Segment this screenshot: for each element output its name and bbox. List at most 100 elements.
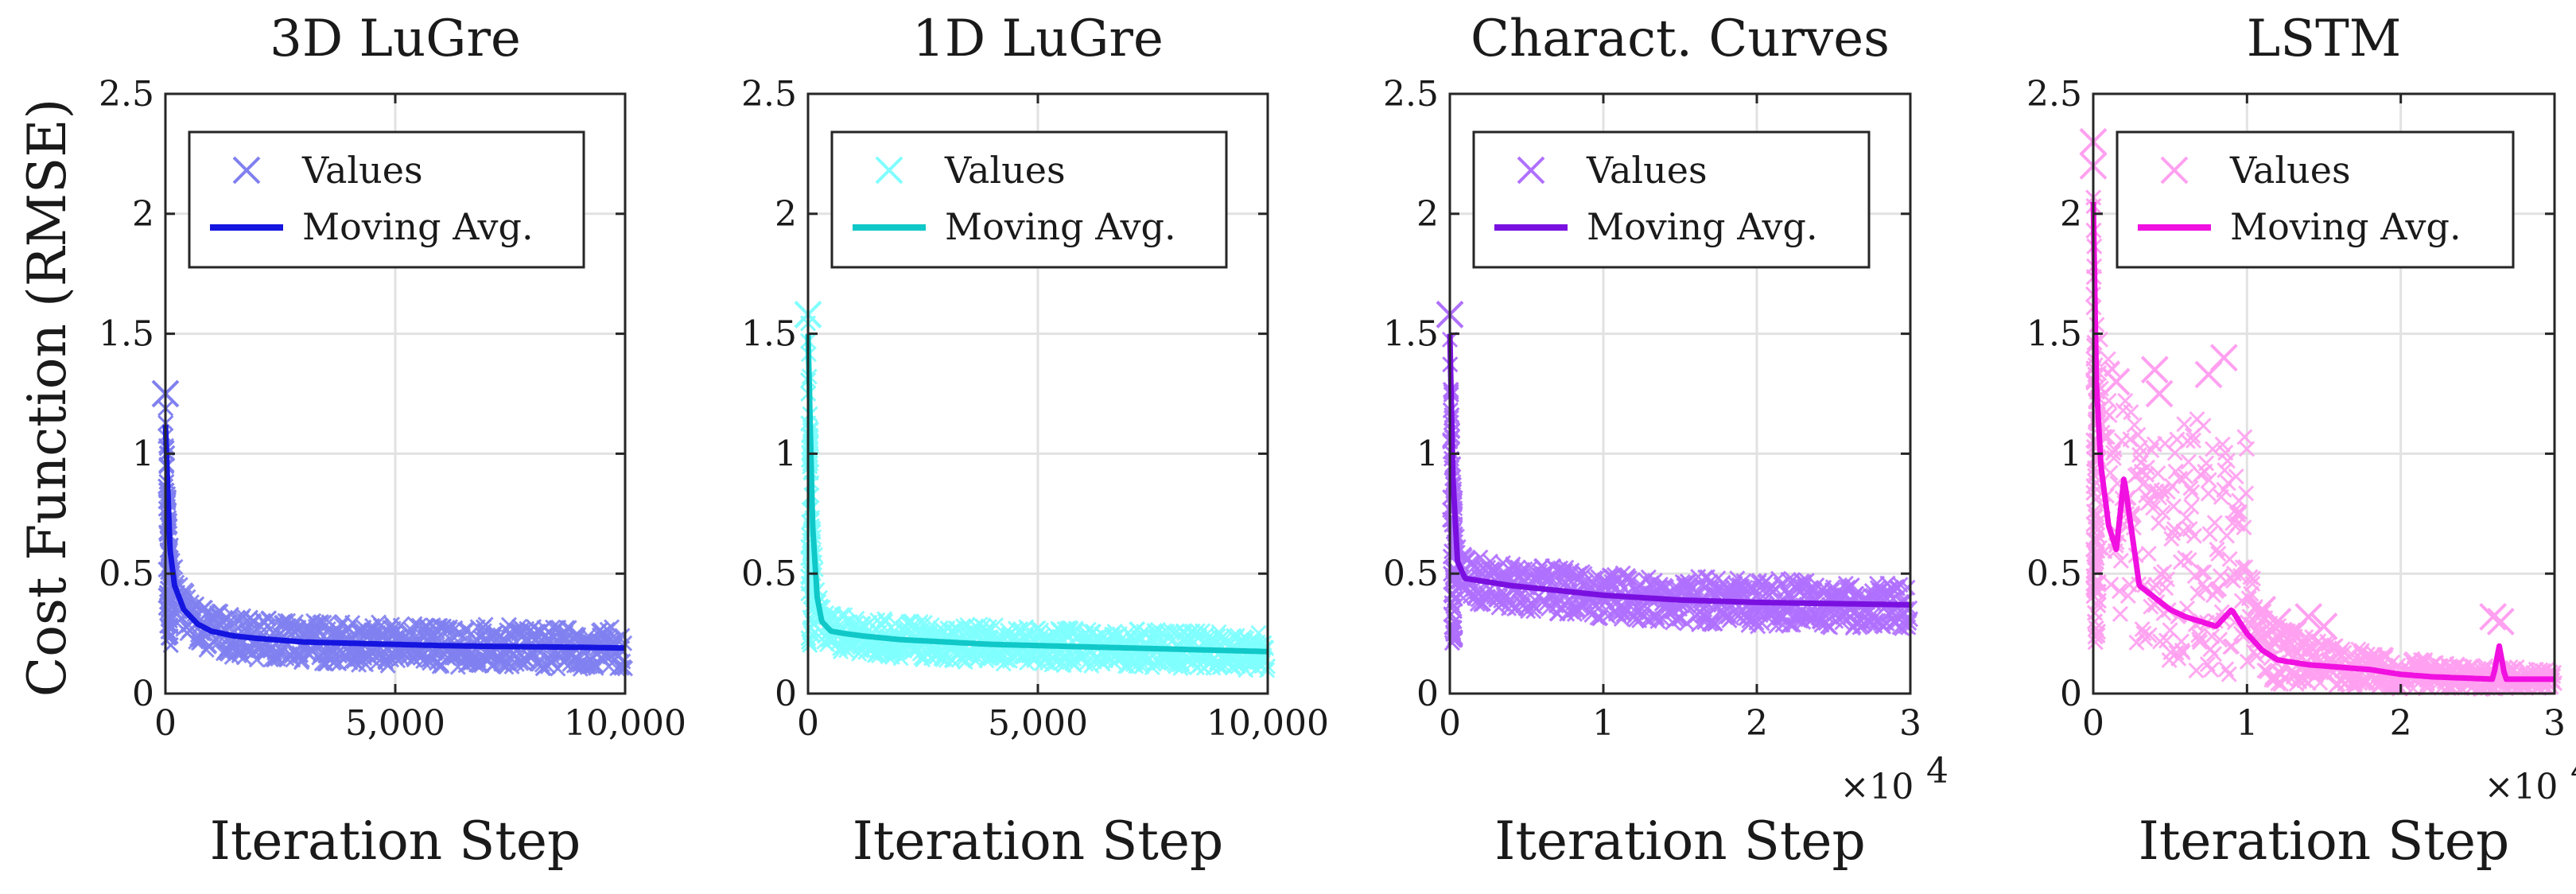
chart-title: 1D LuGre xyxy=(912,10,1164,68)
value-marker xyxy=(2087,634,2104,651)
value-marker xyxy=(2178,468,2194,485)
legend: Values Moving Avg. xyxy=(2116,130,2515,269)
y-tick-label: 2 xyxy=(775,194,797,235)
value-marker xyxy=(2305,641,2322,658)
value-marker xyxy=(441,619,459,636)
value-outlier xyxy=(2294,603,2323,631)
x-tick-label: 2 xyxy=(1746,703,1768,744)
value-marker xyxy=(1443,587,1460,604)
x-tick-label: 5,000 xyxy=(988,703,1088,744)
y-tick-label: 0.5 xyxy=(1383,554,1439,594)
value-marker xyxy=(2135,625,2152,642)
value-marker xyxy=(2224,515,2241,531)
legend: Values Moving Avg. xyxy=(830,130,1228,269)
legend-avg-label: Moving Avg. xyxy=(1587,205,1818,248)
value-marker xyxy=(2128,634,2145,651)
value-marker xyxy=(2239,653,2255,670)
value-marker xyxy=(604,619,620,636)
value-marker xyxy=(2151,515,2167,531)
value-marker xyxy=(2200,485,2217,502)
legend-box xyxy=(830,130,1228,269)
value-marker xyxy=(2123,404,2139,421)
value-marker xyxy=(2189,585,2206,602)
legend-avg-label: Moving Avg. xyxy=(302,205,534,248)
value-marker xyxy=(2166,445,2183,461)
value-marker xyxy=(2201,472,2217,488)
value-marker xyxy=(2181,551,2197,569)
value-marker xyxy=(2218,661,2235,678)
value-marker xyxy=(2236,519,2252,536)
y-tick-label: 1 xyxy=(1416,433,1439,474)
value-marker xyxy=(161,608,177,624)
value-marker xyxy=(2334,641,2351,658)
chart-title: 3D LuGre xyxy=(270,10,521,68)
moving-avg-line xyxy=(1447,333,1911,608)
value-marker xyxy=(2221,550,2238,568)
value-marker xyxy=(160,623,177,640)
y-axis-label: Cost Function (RMSE) xyxy=(17,99,78,697)
value-marker xyxy=(2150,465,2166,482)
value-marker xyxy=(2217,462,2233,479)
value-marker xyxy=(1445,619,1462,636)
y-tick-label: 1 xyxy=(132,433,154,474)
value-marker xyxy=(2147,577,2164,593)
value-marker xyxy=(2117,392,2134,410)
y-tick-label: 2.5 xyxy=(741,74,797,115)
value-outlier xyxy=(2310,612,2338,640)
value-marker xyxy=(1526,598,1543,615)
x-tick-label: 1 xyxy=(1592,703,1614,744)
value-marker xyxy=(1444,572,1461,589)
value-marker xyxy=(2186,527,2202,544)
y-tick-label: 1 xyxy=(2060,433,2082,474)
y-tick-label: 1.5 xyxy=(2026,314,2082,355)
y-tick-label: 0 xyxy=(2060,674,2082,714)
value-marker xyxy=(178,583,195,601)
y-tick-label: 0 xyxy=(132,674,154,714)
value-marker xyxy=(2086,613,2103,630)
axes-box xyxy=(2092,92,2556,695)
x-axis-label: Iteration Step xyxy=(210,810,581,872)
value-outlier xyxy=(2145,379,2174,408)
y-tick-label: 2 xyxy=(2060,194,2082,235)
value-marker xyxy=(2104,445,2122,461)
legend-values-marker xyxy=(1517,156,1545,185)
value-marker xyxy=(987,617,1004,634)
value-marker xyxy=(1624,572,1641,589)
x-exponent-power: 4 xyxy=(2570,751,2576,791)
legend-values-label: Values xyxy=(301,149,423,192)
x-tick-label: 10,000 xyxy=(564,703,686,744)
y-tick-label: 0.5 xyxy=(2026,554,2082,594)
value-marker xyxy=(2183,499,2200,515)
legend-values-label: Values xyxy=(944,149,1066,192)
value-marker xyxy=(392,617,409,634)
value-marker xyxy=(2126,417,2143,433)
y-tick-label: 0 xyxy=(775,674,797,714)
y-tick-label: 2.5 xyxy=(2026,74,2082,115)
value-outlier xyxy=(2140,356,2169,384)
value-marker xyxy=(2220,666,2237,682)
x-axis-label: Iteration Step xyxy=(2139,810,2509,872)
value-marker xyxy=(2195,418,2212,434)
value-marker xyxy=(498,659,515,675)
x-tick-label: 0 xyxy=(797,703,819,744)
value-marker xyxy=(2176,416,2193,433)
value-outlier xyxy=(2102,367,2131,396)
legend-box xyxy=(1472,130,1871,269)
value-marker xyxy=(2245,570,2262,587)
value-marker xyxy=(2154,504,2171,521)
x-exponent-label: ×10 xyxy=(1840,767,1914,807)
legend-box xyxy=(188,130,585,269)
value-marker xyxy=(938,651,954,668)
value-marker xyxy=(2312,674,2329,691)
value-marker xyxy=(1901,615,1917,632)
value-marker xyxy=(2185,432,2202,449)
value-marker xyxy=(2238,485,2255,502)
value-marker xyxy=(2177,550,2193,566)
legend: Values Moving Avg. xyxy=(188,130,585,269)
value-marker xyxy=(2212,568,2229,585)
value-marker xyxy=(2238,441,2255,457)
value-marker xyxy=(2165,498,2182,515)
value-marker xyxy=(2198,455,2215,472)
value-outlier xyxy=(2263,608,2292,636)
moving-avg-line xyxy=(162,423,626,651)
